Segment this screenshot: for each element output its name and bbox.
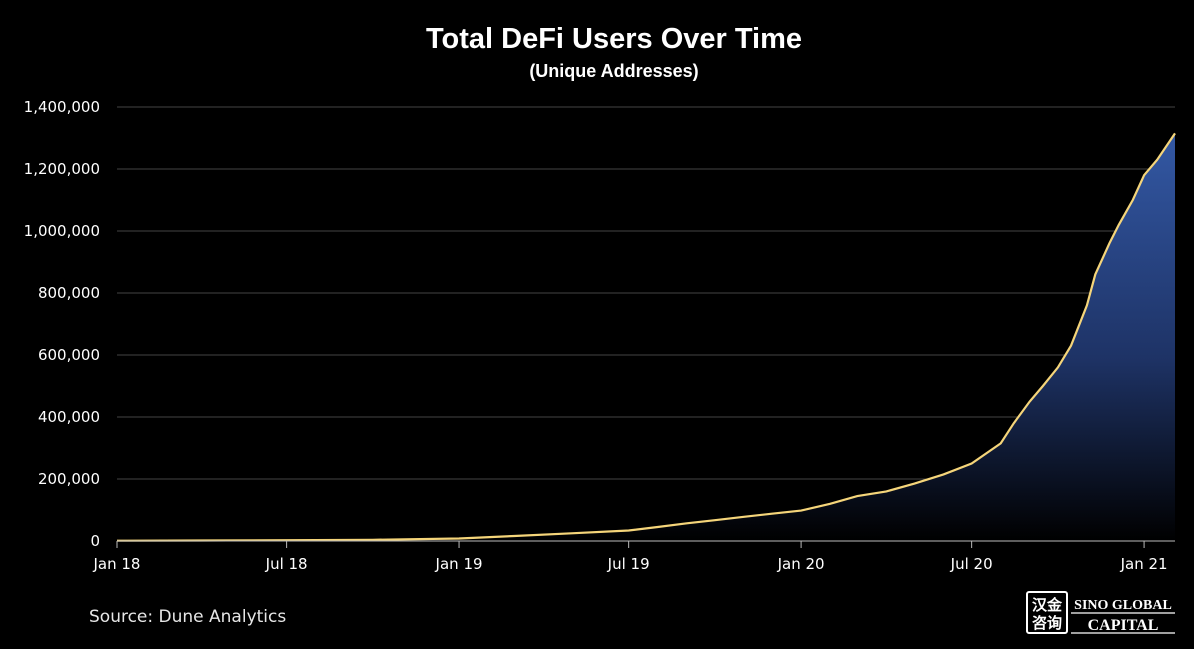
y-tick-label: 800,000 <box>38 284 100 302</box>
x-tick-label: Jul 20 <box>950 555 993 573</box>
y-tick-label: 200,000 <box>38 470 100 488</box>
logo-seal-text-top: 汉金 <box>1032 596 1063 614</box>
x-tick-label: Jul 18 <box>265 555 308 573</box>
series-area <box>117 133 1175 541</box>
sino-global-logo: 汉金 咨询 SINO GLOBAL CAPITAL <box>1026 591 1175 634</box>
grid-lines <box>117 106 1175 480</box>
source-note: Source: Dune Analytics <box>89 607 286 627</box>
x-tick-label: Jan 21 <box>1120 555 1168 573</box>
chart-title: Total DeFi Users Over Time <box>426 23 802 55</box>
logo-seal <box>1026 591 1068 634</box>
x-axis-ticks: Jan 18 Jul 18 Jan 19 Jul 19 Jan 20 Jul 20 Jan … <box>93 541 1168 573</box>
logo-seal-text-bottom: 咨询 <box>1032 614 1062 632</box>
logo-line2: CAPITAL <box>1088 617 1159 634</box>
series-line <box>116 132 1176 542</box>
y-tick-label: 400,000 <box>38 408 100 426</box>
y-tick-label: 1,400,000 <box>24 98 100 116</box>
x-tick-label: Jan 18 <box>93 555 141 573</box>
chart-subtitle: (Unique Addresses) <box>529 61 698 81</box>
x-tick-label: Jan 20 <box>777 555 825 573</box>
y-tick-label: 600,000 <box>38 346 100 364</box>
logo-line1: SINO GLOBAL <box>1074 598 1172 613</box>
y-tick-label: 1,000,000 <box>24 222 100 240</box>
y-tick-label: 0 <box>90 532 100 550</box>
y-tick-label: 1,200,000 <box>24 160 100 178</box>
x-tick-label: Jul 19 <box>607 555 650 573</box>
x-tick-label: Jan 19 <box>435 555 483 573</box>
y-axis-ticks: 0 200,000 400,000 600,000 800,000 1,000,000 1,… <box>24 98 100 550</box>
